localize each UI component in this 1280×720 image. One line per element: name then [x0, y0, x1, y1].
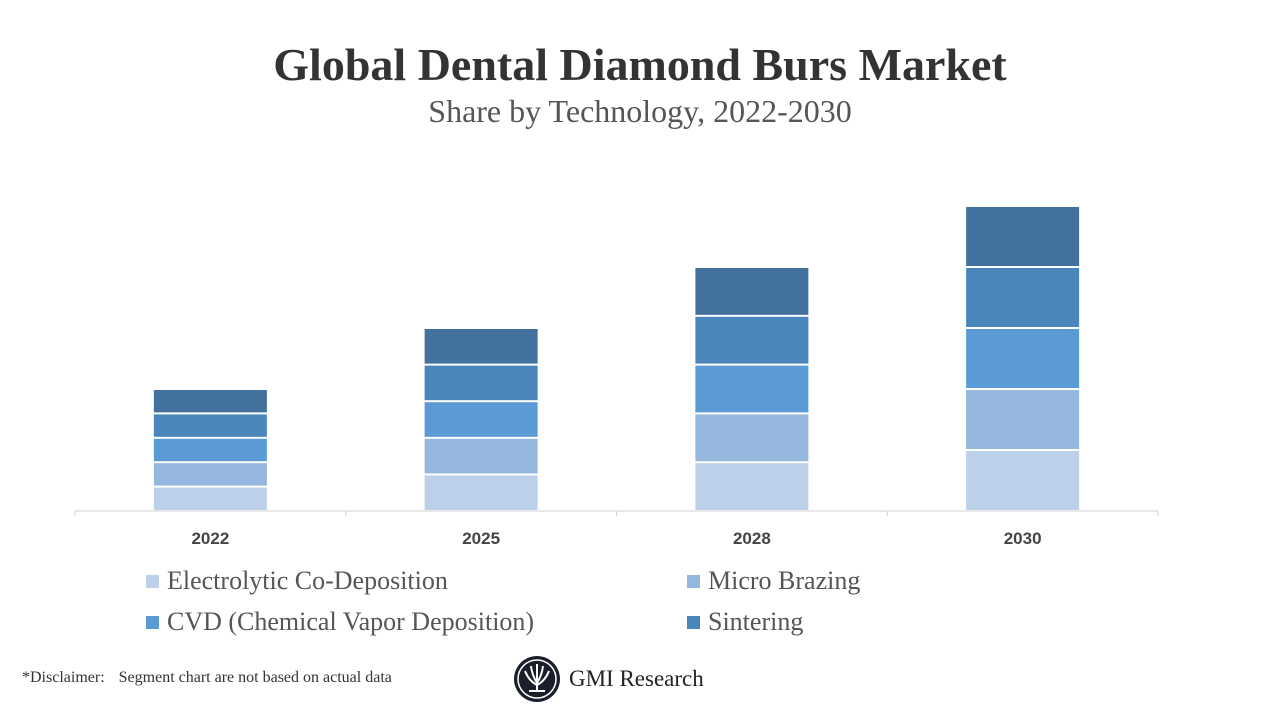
disclaimer-label: *Disclaimer: [22, 669, 105, 686]
legend-swatch [146, 574, 159, 588]
x-tick-label: 2030 [1004, 529, 1042, 548]
bar-segment-2028-4 [695, 268, 809, 315]
disclaimer: *Disclaimer: Segment chart are not based … [22, 669, 392, 687]
bar-segment-2030-1 [966, 390, 1080, 449]
legend-item-micro-brazing: Micro Brazing [687, 566, 860, 596]
bar-segment-2028-3 [695, 316, 809, 364]
bar-segment-2025-2 [424, 402, 538, 437]
bar-segment-2025-0 [424, 475, 538, 510]
chart-subtitle: Share by Technology, 2022-2030 [428, 93, 852, 129]
bar-segment-2025-3 [424, 365, 538, 401]
bar-segment-2022-4 [153, 390, 267, 413]
bar-segment-2025-1 [424, 438, 538, 474]
x-tick-label: 2028 [733, 529, 771, 548]
disclaimer-text: Segment chart are not based on actual da… [118, 669, 392, 686]
logo-text: GMI Research [569, 666, 704, 691]
bar-segment-2030-3 [966, 268, 1080, 327]
gmi-logo-icon [514, 656, 560, 702]
legend-label: Micro Brazing [708, 566, 861, 595]
x-tick-label: 2025 [462, 529, 500, 548]
bar-segment-2022-2 [153, 438, 267, 462]
gmi-logo: GMI Research [513, 655, 704, 703]
legend-swatch [146, 615, 159, 629]
chart-title: Global Dental Diamond Burs Market [273, 39, 1007, 90]
legend-label: Sintering [708, 607, 804, 636]
legend-label: Electrolytic Co-Deposition [167, 566, 448, 595]
legend-swatch [687, 574, 700, 588]
bar-segment-2022-3 [153, 414, 267, 437]
bar-segment-2022-1 [153, 463, 267, 486]
legend-label: CVD (Chemical Vapor Deposition) [167, 607, 535, 636]
bar-segment-2030-0 [966, 451, 1080, 510]
bar-segment-2028-2 [695, 365, 809, 413]
x-tick-label: 2022 [191, 529, 229, 548]
stacked-bar-chart: 2022 2025 2028 2030 [74, 207, 1159, 548]
legend-item-cvd: CVD (Chemical Vapor Deposition) [146, 607, 534, 637]
legend-item-sintering: Sintering [687, 607, 803, 637]
legend-item-electrolytic: Electrolytic Co-Deposition [146, 566, 448, 596]
bar-segment-2030-4 [966, 207, 1080, 266]
bar-segment-2028-1 [695, 414, 809, 462]
bar-segment-2028-0 [695, 463, 809, 510]
bar-segment-2025-4 [424, 329, 538, 364]
bar-segment-2022-0 [153, 487, 267, 510]
legend-swatch [687, 615, 700, 629]
bar-segment-2030-2 [966, 329, 1080, 388]
